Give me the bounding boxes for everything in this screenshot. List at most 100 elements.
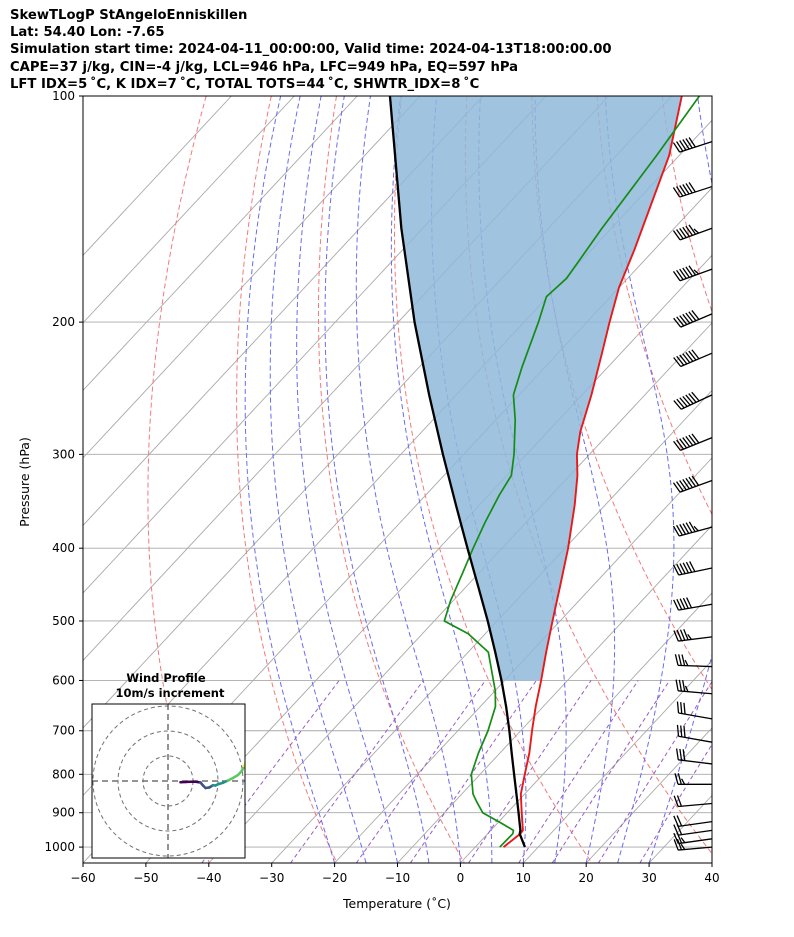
wind-barb-feather: [680, 725, 683, 737]
cape-fill: [389, 96, 682, 681]
isotherm-line: [83, 96, 358, 392]
isobar-gridlines: [83, 96, 712, 848]
wind-barb-feather: [672, 525, 680, 537]
wind-barb-staff: [677, 664, 713, 668]
x-tick-label: −20: [322, 871, 347, 885]
x-tick-label: 30: [641, 871, 656, 885]
isotherm-line: [711, 862, 712, 863]
y-tick-label: 700: [52, 724, 75, 738]
x-tick-label: −10: [385, 871, 410, 885]
wind-barb-feather: [679, 397, 688, 407]
wind-barb-feather: [685, 138, 693, 149]
wind-barb: [672, 224, 713, 241]
wind-barb-feather: [685, 183, 693, 194]
mixing-ratio-lines: [201, 680, 712, 863]
wind-barb-feather: [673, 832, 679, 844]
hodograph-frame: [91, 703, 246, 859]
wind-barb-feather: [680, 843, 686, 850]
wind-barb: [672, 137, 713, 153]
wind-barb-feather: [682, 313, 691, 324]
wind-barb-feather: [691, 475, 700, 486]
wind-barb: [672, 521, 713, 537]
wind-barb: [676, 724, 713, 743]
wind-barb-staff: [678, 690, 713, 695]
wind-barb-feather: [676, 316, 685, 327]
wind-barb-feather: [679, 268, 687, 279]
wind-barb-feather: [688, 393, 697, 403]
wind-barb-feather: [685, 351, 694, 362]
wind-barb-feather: [673, 400, 682, 410]
wind-barb-feather: [676, 724, 680, 737]
wind-barb-feather: [685, 435, 694, 446]
wind-barb-feather: [682, 523, 690, 534]
wind-barb-feather: [688, 224, 697, 235]
wind-barb-feather: [676, 838, 683, 850]
wind-barb-staff: [678, 838, 713, 845]
cape-area: [389, 96, 682, 681]
wind-barb-feather: [679, 563, 686, 574]
wind-barb-feather: [673, 815, 679, 827]
mixing-ratio-line: [355, 680, 486, 863]
isotherm-line: [648, 794, 712, 863]
wind-barb-staff: [678, 603, 713, 611]
wind-barb-feather: [685, 561, 693, 573]
wind-barb-feather: [682, 184, 690, 195]
wind-barb-feather: [682, 749, 686, 761]
wind-barb-feather: [675, 748, 679, 760]
station-coordinates: Lat: 54.40 Lon: -7.65: [10, 25, 165, 41]
wind-barb: [673, 815, 713, 828]
dry-adiabat: [661, 96, 712, 314]
dry-adiabat: [727, 96, 794, 863]
wind-barb-feather: [682, 437, 691, 448]
isotherm-line: [83, 96, 484, 527]
y-tick-label: 800: [52, 767, 75, 781]
x-axis-label: Temperature (˚C): [342, 896, 451, 911]
wind-barb: [674, 773, 712, 785]
wind-barb-staff: [678, 802, 713, 808]
wind-barb-feather: [676, 629, 683, 641]
wind-barb: [673, 310, 713, 328]
wind-barb-feather: [675, 679, 679, 691]
wind-barb-staff: [679, 185, 713, 198]
isotherm-line: [83, 96, 295, 324]
wind-barbs: [672, 137, 713, 851]
wind-barb: [673, 391, 713, 410]
isotherm-line: [397, 524, 712, 863]
wind-barb-feather: [691, 349, 700, 360]
wind-barb-feather: [673, 795, 679, 807]
parcel-profile: [388, 96, 526, 848]
y-tick-label: 200: [52, 315, 75, 329]
wind-barb-feather: [680, 837, 686, 844]
chart-header: SkewTLogP StAngeloEnniskillen Lat: 54.40…: [10, 7, 612, 93]
wind-barb-feather: [679, 227, 687, 239]
wind-barb-staff: [680, 352, 713, 368]
wind-barb-feather: [688, 311, 697, 322]
wind-barb-feather: [682, 395, 691, 406]
wind-barb-feather: [676, 186, 684, 197]
wind-barb-staff: [678, 712, 713, 720]
wind-barb: [672, 561, 713, 576]
hodograph-inset: Wind Profile 10m/s increment: [91, 671, 246, 859]
x-tick-label: 10: [516, 871, 531, 885]
wind-barb-feather: [683, 702, 686, 715]
wind-barb-feather: [682, 139, 690, 150]
wind-barb-feather: [688, 265, 697, 276]
wind-barb-feather: [679, 629, 686, 641]
y-axis-label: Pressure (hPa): [17, 437, 32, 527]
wind-barb: [674, 654, 713, 668]
wind-barb-staff: [680, 394, 713, 410]
wind-barb-feather: [686, 597, 693, 609]
y-tick-label: 1000: [44, 840, 75, 854]
wind-barb-feather: [676, 563, 683, 575]
plot-area: [83, 96, 794, 863]
wind-barb-feather: [685, 312, 694, 323]
y-tick-label: 500: [52, 614, 75, 628]
wind-barb-feather: [672, 187, 681, 198]
wind-barb-feather: [679, 354, 688, 365]
wind-barb-feather: [693, 525, 699, 532]
wind-barb-feather: [676, 481, 684, 492]
y-axis: 1000 900 800 700 600 500 400 300 200 100: [44, 89, 83, 854]
hodograph-title: Wind Profile: [126, 671, 206, 685]
wind-barb-feather: [672, 230, 681, 241]
wind-barb-feather: [676, 269, 684, 280]
